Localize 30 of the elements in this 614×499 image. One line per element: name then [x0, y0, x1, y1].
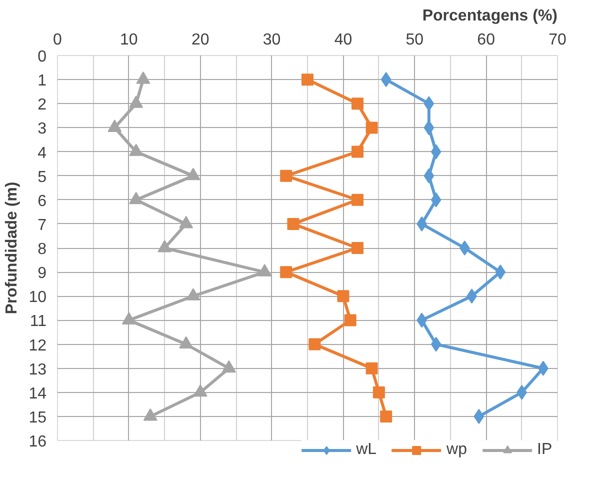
- x-tick-label: 70: [548, 32, 566, 48]
- x-tick-label: 60: [477, 32, 496, 48]
- x-tick-label: 30: [262, 32, 281, 48]
- y-tick-label: 7: [38, 216, 47, 234]
- y-tick-label: 15: [28, 409, 47, 426]
- y-tick-label: 5: [38, 168, 47, 186]
- legend-label: wL: [356, 441, 377, 459]
- legend-label: wp: [446, 441, 467, 459]
- x-tick-label: 0: [53, 32, 62, 48]
- x-tick-label: 10: [120, 32, 138, 48]
- y-tick-label: 3: [38, 120, 47, 138]
- y-tick-label: 16: [28, 434, 47, 450]
- y-tick-label: 2: [38, 96, 47, 114]
- y-tick-label: 0: [38, 48, 47, 66]
- y-tick-label: 10: [28, 289, 47, 306]
- y-tick-label: 13: [28, 361, 47, 378]
- y-tick-label: 8: [38, 241, 47, 258]
- y-tick-label: 12: [28, 337, 47, 354]
- x-tick-label: 20: [191, 32, 210, 48]
- x-tick-label: 40: [334, 32, 352, 48]
- legend-label: IP: [537, 441, 554, 459]
- y-tick-label: 4: [38, 144, 47, 162]
- y-tick-label: 11: [30, 313, 47, 330]
- y-axis-title: Profundidade (m): [4, 182, 21, 314]
- y-tick-label: 1: [38, 72, 47, 90]
- x-axis-title: Porcentagens (%): [422, 8, 558, 24]
- y-tick-label: 6: [38, 192, 47, 210]
- x-tick-label: 50: [406, 32, 424, 48]
- y-tick-label: 9: [38, 265, 47, 282]
- y-tick-label: 14: [28, 385, 47, 402]
